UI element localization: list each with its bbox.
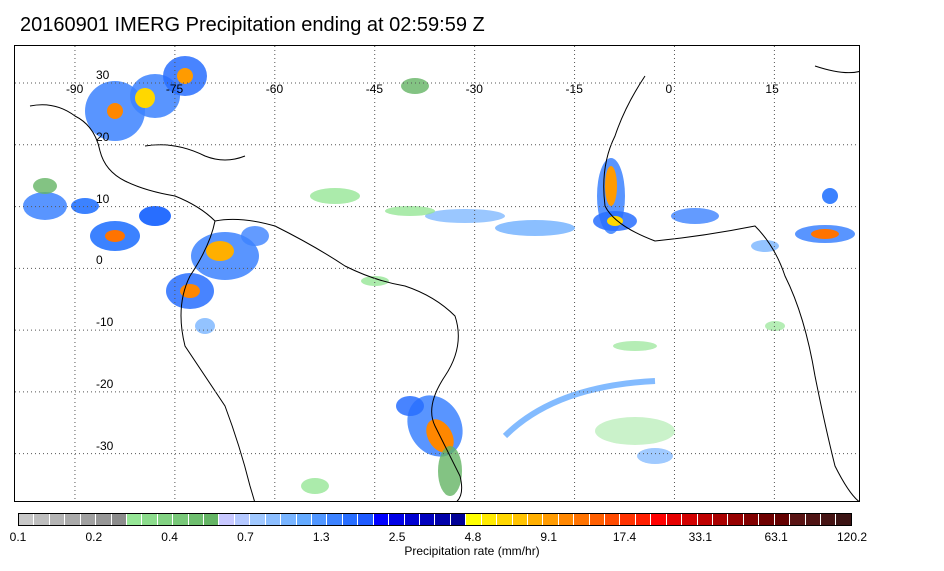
colorbar-cell: [805, 514, 821, 525]
colorbar-cell: [265, 514, 282, 525]
colorbar-cell: [327, 514, 343, 525]
colorbar-cell: [358, 514, 374, 525]
colorbar-tick-label: 33.1: [688, 530, 713, 544]
colorbar-tick-label: 0.7: [237, 530, 254, 544]
precipitation-field: [23, 56, 855, 496]
latitude-label: -10: [96, 315, 114, 330]
colorbar-cell: [728, 514, 744, 525]
colorbar-tick-label: 63.1: [764, 530, 788, 544]
map-title: 20160901 IMERG Precipitation ending at 0…: [20, 14, 485, 36]
longitude-label: -30: [465, 82, 483, 96]
colorbar-tick-label: 0.1: [9, 530, 27, 544]
colorbar-cell: [635, 514, 652, 525]
colorbar-cell: [759, 514, 775, 525]
colorbar-cell: [142, 514, 158, 525]
colorbar-cell: [558, 514, 575, 525]
colorbar-tick-label: 1.3: [312, 530, 330, 544]
latitude-label: -20: [96, 376, 114, 391]
colorbar-cell: [435, 514, 451, 525]
colorbar-cell: [96, 514, 112, 525]
longitude-label: -60: [265, 82, 284, 96]
colorbar-cell: [373, 514, 390, 525]
colorbar-cell: [49, 514, 66, 525]
colorbar-label: Precipitation rate (mm/hr): [404, 544, 540, 558]
colorbar-cell: [574, 514, 590, 525]
longitude-label: -45: [365, 82, 384, 96]
colorbar-tick-label: 0.4: [161, 530, 178, 544]
colorbar-cell: [543, 514, 559, 525]
latitude-label: -30: [96, 438, 114, 453]
longitude-label: -15: [565, 82, 583, 96]
colorbar-cell: [589, 514, 606, 525]
colorbar-cell: [342, 514, 359, 525]
colorbar-cell: [126, 514, 143, 525]
colorbar-cell: [404, 514, 420, 525]
precipitation-map: [15, 46, 859, 501]
colorbar-cell: [219, 514, 235, 525]
colorbar: [18, 513, 852, 526]
colorbar-cell: [312, 514, 328, 525]
colorbar-cell: [743, 514, 760, 525]
latitude-label: 10: [96, 191, 110, 206]
colorbar-cell: [527, 514, 544, 525]
colorbar-cell: [466, 514, 482, 525]
colorbar-cell: [34, 514, 50, 525]
colorbar-cell: [389, 514, 405, 525]
colorbar-cell: [836, 514, 851, 525]
colorbar-cell: [111, 514, 127, 525]
colorbar-cell: [204, 514, 220, 525]
colorbar-tick-label: 17.4: [612, 530, 637, 544]
colorbar-cell: [296, 514, 313, 525]
colorbar-cell: [80, 514, 97, 525]
colorbar-tick-label: 2.5: [388, 530, 406, 544]
latitude-label: 30: [96, 68, 110, 83]
colorbar-cell: [512, 514, 528, 525]
colorbar-cell: [450, 514, 467, 525]
colorbar-cell: [19, 514, 35, 525]
colorbar-cell: [682, 514, 698, 525]
colorbar-cell: [281, 514, 297, 525]
colorbar-cell: [65, 514, 81, 525]
colorbar-cell: [697, 514, 713, 525]
colorbar-cell: [481, 514, 498, 525]
colorbar-cell: [651, 514, 667, 525]
longitude-label: 0: [665, 82, 673, 96]
colorbar-cell: [173, 514, 189, 525]
longitude-label: -90: [65, 82, 84, 96]
colorbar-cell: [820, 514, 837, 525]
map-panel: [14, 45, 860, 502]
colorbar-cell: [497, 514, 513, 525]
latitude-label: 20: [96, 129, 110, 144]
colorbar-cell: [188, 514, 205, 525]
longitude-label: -75: [165, 82, 184, 96]
colorbar-cell: [712, 514, 729, 525]
colorbar-cell: [774, 514, 791, 525]
colorbar-cell: [605, 514, 621, 525]
latitude-label: 0: [96, 253, 103, 268]
gridlines: [15, 46, 859, 501]
colorbar-cell: [234, 514, 251, 525]
colorbar-tick-label: 120.2: [836, 530, 868, 544]
colorbar-cell: [790, 514, 806, 525]
coastlines: [29, 65, 859, 501]
colorbar-cell: [250, 514, 266, 525]
colorbar-cell: [157, 514, 174, 525]
longitude-label: 15: [765, 82, 779, 96]
colorbar-cell: [620, 514, 636, 525]
colorbar-tick-label: 9.1: [540, 530, 558, 544]
colorbar-cell: [666, 514, 683, 525]
colorbar-tick-label: 4.8: [464, 530, 482, 544]
colorbar-cell: [419, 514, 436, 525]
colorbar-tick-label: 0.2: [85, 530, 103, 544]
